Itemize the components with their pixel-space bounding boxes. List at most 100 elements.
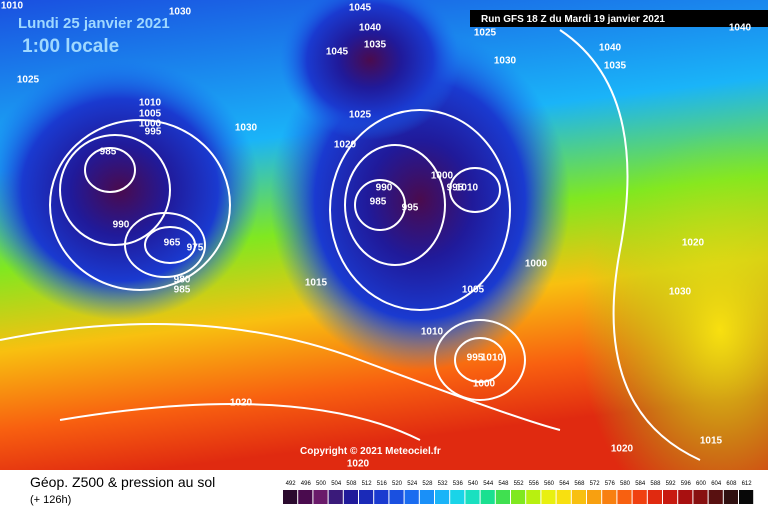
scale-swatch [526,490,541,504]
isobar-label: 1000 [139,119,162,130]
scale-label: 528 [422,481,433,487]
isobar-label: 1040 [599,43,622,54]
scale-label: 568 [574,481,585,487]
isobar-label: 985 [370,197,387,208]
time-label: 1:00 locale [22,36,119,57]
scale-label: 508 [346,481,357,487]
scale-label: 576 [605,481,616,487]
isobar-label: 1020 [682,238,705,249]
isobar-label: 1015 [305,278,328,289]
run-label: Run GFS 18 Z du Mardi 19 janvier 2021 [481,14,665,25]
isobar-label: 975 [187,243,204,254]
scale-label: 544 [483,481,494,487]
scale-swatch [571,490,586,504]
scale-label: 536 [453,481,464,487]
scale-label: 524 [407,481,418,487]
scale-swatch [663,490,678,504]
scale-label: 572 [590,481,601,487]
scale-swatch [359,490,374,504]
date-label: Lundi 25 janvier 2021 [18,15,170,32]
scale-swatch [723,490,738,504]
scale-label: 556 [529,481,540,487]
isobar-label: 980 [174,275,191,286]
scale-swatch [602,490,617,504]
scale-label: 596 [681,481,692,487]
scale-label: 532 [438,481,449,487]
isobar-label: 1005 [462,285,485,296]
scale-label: 548 [498,481,509,487]
footer-lead: (+ 126h) [30,494,71,506]
scale-label: 500 [316,481,327,487]
isobar-label: 1040 [729,23,752,34]
scale-swatch [283,490,298,504]
isobar-label: 1035 [604,61,627,72]
isobar-label: 1025 [349,110,372,121]
scale-swatch [313,490,328,504]
scale-swatch [632,490,647,504]
scale-label: 540 [468,481,479,487]
low-area [0,60,260,320]
scale-label: 516 [377,481,388,487]
run-bar [470,10,768,27]
scale-swatch [739,490,754,504]
scale-swatch [678,490,693,504]
isobar-label: 1000 [473,379,496,390]
copyright: Copyright © 2021 Meteociel.fr [300,446,441,457]
scale-label: 504 [331,481,342,487]
isobar-label: 1010 [421,327,444,338]
scale-swatch [495,490,510,504]
isobar-label: 1040 [359,23,382,34]
scale-label: 600 [696,481,707,487]
scale-swatch [298,490,313,504]
scale-swatch [389,490,404,504]
isobar-label: 995 [145,127,162,138]
scale-swatch [435,490,450,504]
scale-swatch [541,490,556,504]
isobar-label: 995 [467,353,484,364]
scale-swatch [480,490,495,504]
scale-label: 604 [711,481,722,487]
isobar-label: 985 [100,147,117,158]
scale-swatch [465,490,480,504]
isobar-label: 1020 [611,444,634,455]
isobar-label: 985 [174,285,191,296]
scale-swatch [708,490,723,504]
isobar-label: 1010 [1,1,24,12]
scale-label: 560 [544,481,555,487]
isobar-label: 990 [113,220,130,231]
scale-label: 612 [742,481,753,487]
low-area [280,0,460,140]
isobar-label: 1025 [474,28,497,39]
scale-label: 520 [392,481,403,487]
scale-swatch [647,490,662,504]
scale-label: 492 [286,481,297,487]
isobar-label: 995 [447,183,464,194]
isobars [0,29,701,461]
scale-swatch [343,490,358,504]
scale-swatch [450,490,465,504]
warm-area [580,130,768,512]
isobar-label: 1010 [139,98,162,109]
isobar-label: 1020 [347,459,370,470]
scale-label: 584 [635,481,646,487]
isobar-label: 1030 [235,123,258,134]
isobar-label: 1020 [334,140,357,151]
scale-swatch [404,490,419,504]
scale-label: 588 [650,481,661,487]
isobar-label: 1030 [169,7,192,18]
isobar-label: 1030 [494,56,517,67]
isobar-label: 1020 [230,398,253,409]
isobar-label: 1025 [17,75,40,86]
isobar-label: 990 [376,183,393,194]
footer-title: Géop. Z500 & pression au sol [30,474,215,490]
scale-swatch [328,490,343,504]
scale-label: 608 [726,481,737,487]
isobar-label: 1010 [481,353,504,364]
scale-swatch [617,490,632,504]
scale-swatch [419,490,434,504]
scale-label: 564 [559,481,570,487]
isobar-label: 1045 [349,3,372,14]
isobar-label: 965 [164,238,181,249]
isobar-label: 1035 [364,40,387,51]
